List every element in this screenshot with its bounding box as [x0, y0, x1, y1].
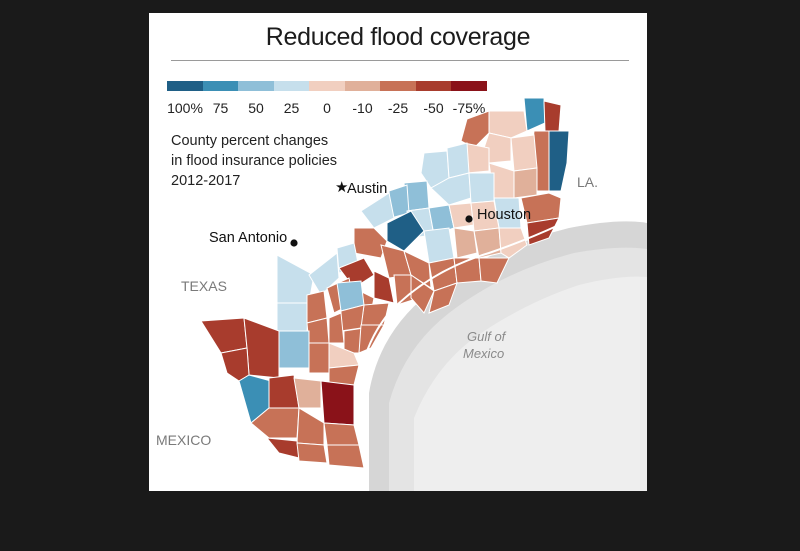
- legend-label: 100%: [167, 100, 203, 116]
- map-caption: County percent changes in flood insuranc…: [171, 131, 371, 191]
- county: [293, 377, 322, 409]
- county: [386, 210, 425, 252]
- legend-label: 0: [323, 100, 331, 116]
- counties: [200, 97, 570, 469]
- county: [360, 302, 390, 326]
- county: [353, 227, 388, 259]
- county: [296, 407, 325, 446]
- county: [200, 317, 248, 354]
- map-title: Reduced flood coverage: [265, 23, 531, 51]
- county: [323, 422, 360, 446]
- county: [306, 290, 328, 324]
- gulf-label-line-1: Gulf of: [467, 329, 507, 344]
- legend-label: -10: [352, 100, 373, 116]
- legend-swatch: [309, 81, 345, 91]
- map-card: Reduced flood coverage 100% 75 50 25 0 -10 -25…: [149, 13, 647, 491]
- county: [510, 134, 538, 172]
- caption-line-2: in flood insurance policies: [171, 153, 338, 169]
- county: [320, 380, 355, 426]
- county: [243, 317, 280, 379]
- county: [326, 444, 365, 469]
- county: [410, 274, 435, 314]
- county: [446, 142, 470, 179]
- legend-label: -75%: [452, 100, 486, 116]
- county: [265, 437, 300, 459]
- houston-dot: [465, 215, 473, 223]
- legend-label: 25: [283, 100, 300, 116]
- county: [513, 167, 538, 199]
- county: [448, 202, 475, 229]
- county: [373, 270, 395, 304]
- county: [328, 364, 360, 386]
- legend-swatch: [344, 81, 381, 91]
- legend-label: -50: [423, 100, 444, 116]
- county: [328, 312, 345, 344]
- county: [423, 227, 455, 264]
- legend-label: 50: [248, 100, 264, 116]
- county: [296, 442, 328, 464]
- austin-label: Austin: [347, 181, 387, 197]
- title-rule: [171, 60, 629, 61]
- county: [520, 192, 562, 224]
- county: [548, 130, 570, 192]
- caption-line-1: County percent changes: [171, 133, 329, 149]
- san-antonio-label: San Antonio: [209, 230, 287, 246]
- austin-star-icon: ★: [335, 179, 348, 196]
- coastline: [358, 224, 560, 386]
- caption-line-3: 2012-2017: [171, 173, 241, 189]
- county: [403, 250, 432, 289]
- county: [460, 110, 490, 149]
- county: [428, 282, 458, 314]
- legend-swatch: [238, 81, 274, 91]
- legend-swatch: [202, 81, 239, 91]
- mexico-label: MEXICO: [156, 432, 211, 448]
- houston-label: Houston: [477, 207, 531, 223]
- county: [360, 192, 395, 229]
- legend-swatch: [380, 81, 416, 91]
- legend-swatch: [273, 81, 310, 91]
- san-antonio-dot: [290, 239, 298, 247]
- county: [308, 342, 332, 374]
- county: [278, 330, 310, 369]
- county: [220, 347, 250, 382]
- county-map: ★ Austin Houston San Antonio TEXAS MEXIC…: [156, 97, 647, 491]
- legend-swatch: [167, 81, 203, 91]
- county: [543, 100, 562, 132]
- legend-swatch: [451, 81, 487, 91]
- legend-label: 75: [212, 100, 229, 116]
- county: [468, 172, 495, 204]
- county: [483, 132, 512, 164]
- county: [380, 244, 412, 279]
- county: [308, 252, 340, 296]
- legend-label: -25: [387, 100, 409, 116]
- county: [478, 257, 510, 284]
- legend-swatch: [415, 81, 452, 91]
- county: [276, 302, 310, 332]
- county: [453, 227, 478, 259]
- place-labels: ★ Austin Houston San Antonio TEXAS MEXIC…: [156, 174, 598, 448]
- texas-label: TEXAS: [181, 278, 227, 294]
- county: [306, 317, 330, 346]
- louisiana-label: LA.: [577, 174, 598, 190]
- county: [453, 257, 482, 284]
- county: [523, 97, 546, 132]
- gulf-label-line-2: Mexico: [463, 346, 504, 361]
